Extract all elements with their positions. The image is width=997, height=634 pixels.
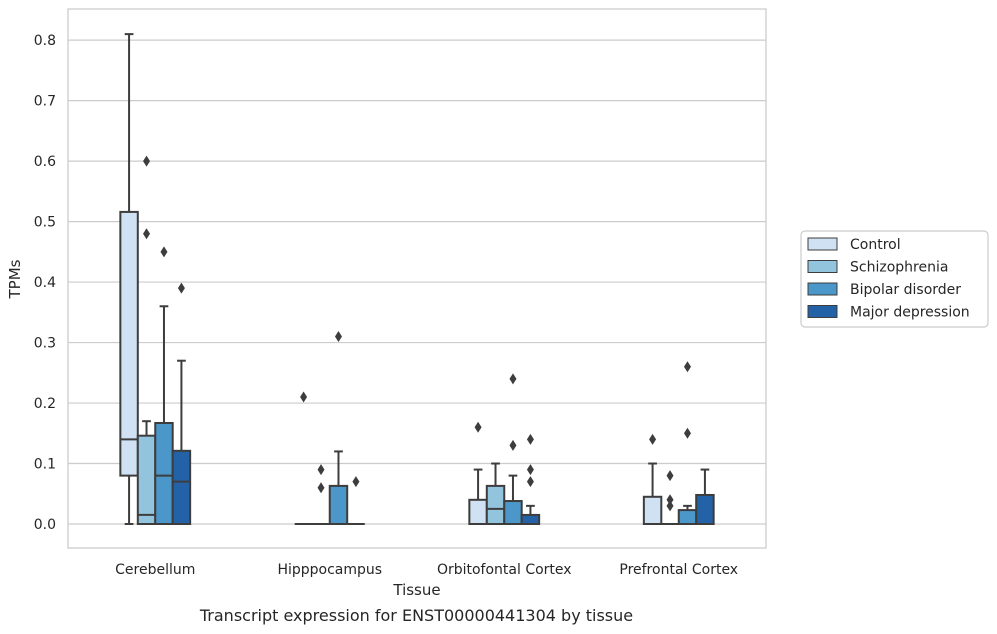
outlier-point (334, 331, 342, 343)
x-tick-label: Orbitofontal Cortex (437, 562, 572, 578)
outlier-point (160, 246, 168, 258)
outlier-point (143, 228, 151, 240)
legend-label: Control (850, 237, 901, 253)
outlier-point (317, 464, 325, 476)
box-body (328, 484, 349, 526)
outlier-point (683, 427, 691, 439)
y-tick-label: 0.5 (34, 215, 56, 231)
outlier-point (526, 476, 534, 488)
outlier-point (352, 476, 360, 488)
box-body (154, 421, 174, 526)
x-tick-labels: Cerebellum Hipppocampus Orbitofontal Corte… (115, 562, 738, 578)
box-body (119, 210, 139, 477)
box-body (136, 434, 157, 525)
y-tick-label: 0.6 (34, 154, 56, 170)
y-axis-label: TPMs (6, 259, 24, 299)
outlier-point (317, 482, 325, 494)
y-tick-label: 0.2 (34, 396, 56, 412)
y-tick-label: 0.8 (34, 33, 56, 49)
legend: Control Schizophrenia Bipolar disorder Majo… (800, 230, 989, 328)
x-axis-label: Tissue (392, 581, 440, 599)
x-tick-label: Prefrontal Cortex (619, 562, 738, 578)
box-body (677, 509, 698, 525)
legend-label: Schizophrenia (850, 260, 948, 276)
outlier-point (683, 361, 691, 373)
plot-area-frame (67, 8, 767, 549)
outlier-point (177, 282, 185, 294)
outlier-point (474, 421, 482, 433)
outlier-point (509, 439, 517, 451)
outlier-point (300, 391, 308, 403)
outlier-point (666, 500, 674, 512)
outlier-point (666, 494, 674, 506)
legend-swatch (807, 282, 838, 296)
outlier-point (649, 433, 657, 445)
outlier-point (526, 433, 534, 445)
y-tick-label: 0.0 (34, 517, 56, 533)
box-body (695, 493, 715, 526)
legend-frame (800, 230, 989, 328)
legend-label: Major depression (850, 305, 970, 321)
y-tick-label: 0.7 (34, 94, 56, 110)
legend-swatch (807, 237, 838, 251)
box-body (468, 498, 488, 526)
y-tick-label: 0.1 (34, 457, 56, 473)
box-body (642, 495, 663, 525)
y-tick-label: 0.4 (34, 275, 56, 291)
legend-swatch (807, 260, 838, 273)
legend-swatch (807, 305, 838, 318)
box-body (503, 500, 523, 526)
y-tick-labels: 0.0 0.1 0.2 0.3 0.4 0.5 0.6 0.7 0.8 (34, 33, 56, 533)
y-tick-label: 0.3 (34, 336, 56, 352)
box-body (171, 449, 192, 526)
x-tick-label: Hipppocampus (277, 562, 382, 578)
outlier-point (509, 373, 517, 385)
outlier-point (143, 155, 151, 167)
box-plot-series (119, 33, 715, 526)
outlier-point (526, 464, 534, 476)
figure-caption: Transcript expression for ENST0000044130… (199, 606, 634, 625)
outlier-point (666, 470, 674, 482)
legend-label: Bipolar disorder (850, 282, 961, 298)
box-body (520, 513, 541, 525)
box-body (485, 484, 506, 526)
x-tick-label: Cerebellum (115, 562, 195, 578)
